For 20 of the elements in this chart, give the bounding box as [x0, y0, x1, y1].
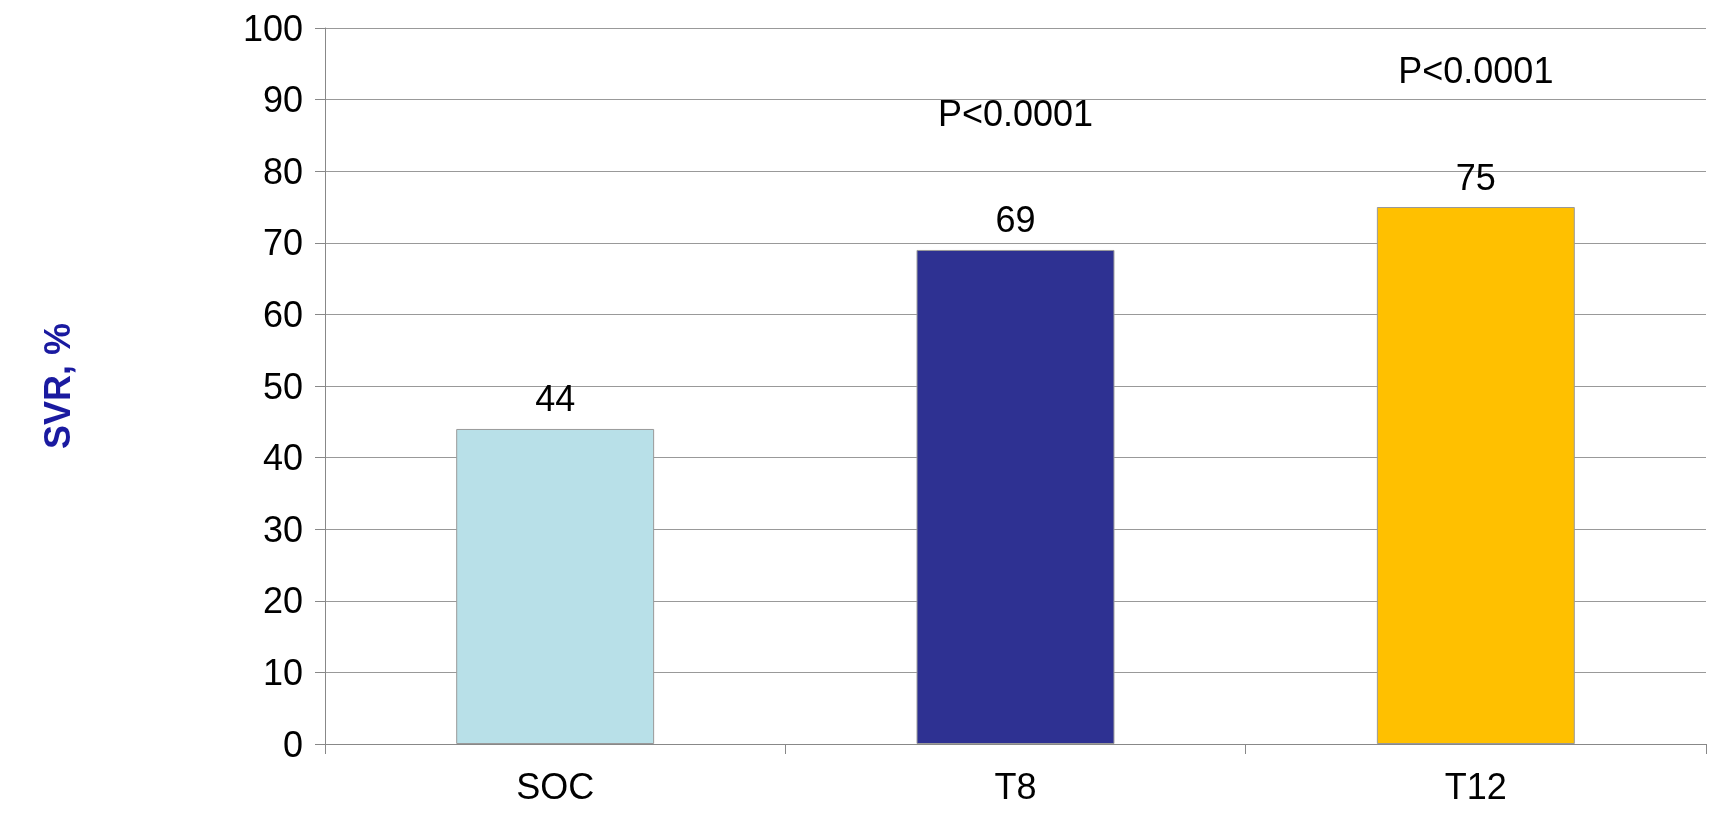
annotation: P<0.0001 — [937, 93, 1094, 135]
y-tick-label: 20 — [262, 580, 303, 622]
data-label: 69 — [995, 199, 1036, 241]
annotation: P<0.0001 — [1398, 50, 1554, 92]
x-tick-label: T8 — [994, 765, 1037, 807]
y-tick-label: 30 — [262, 508, 303, 550]
y-tick-label: 90 — [262, 79, 303, 121]
y-tick-label: 100 — [242, 7, 303, 49]
y-tick-label: 70 — [262, 222, 303, 264]
x-tick-label: SOC — [516, 765, 595, 807]
y-tick-label: 40 — [262, 437, 303, 479]
y-tick-label: 50 — [262, 365, 303, 407]
y-tick-label: 60 — [262, 293, 303, 335]
data-label: 75 — [1455, 156, 1496, 198]
y-tick-label: 10 — [262, 651, 303, 693]
y-tick-label: 80 — [262, 150, 303, 192]
x-tick-label: T12 — [1444, 765, 1507, 807]
y-tick-label: 0 — [282, 723, 303, 765]
data-label: 44 — [535, 378, 576, 420]
y-axis-title: SVR, % — [36, 322, 78, 450]
